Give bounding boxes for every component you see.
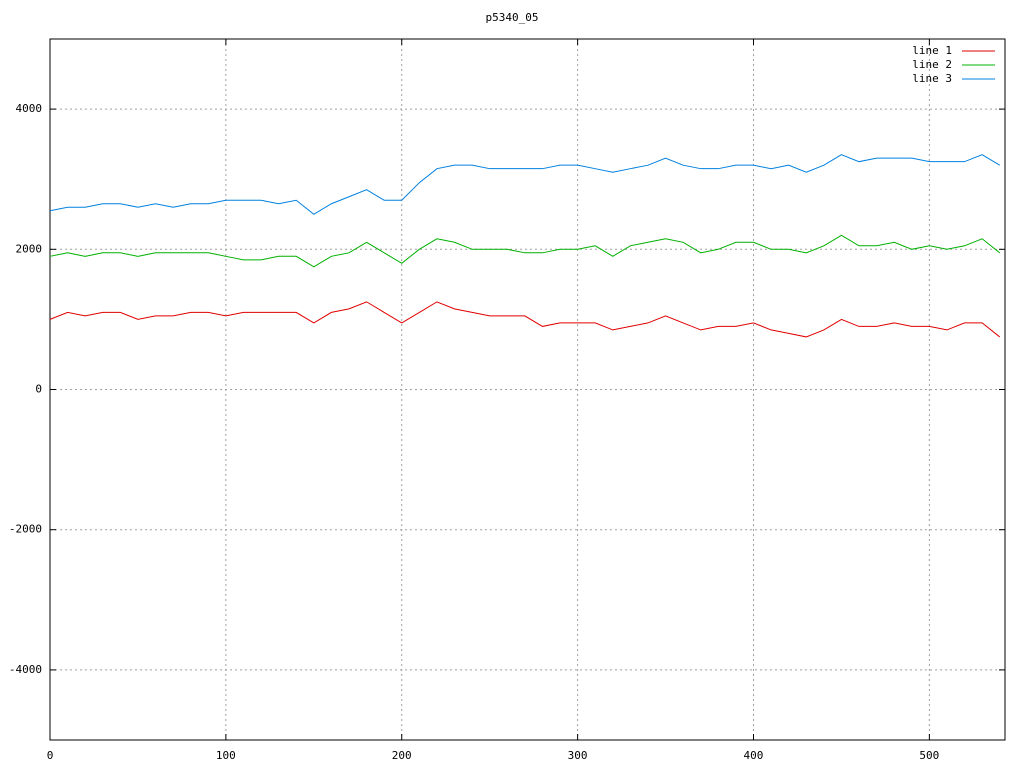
data-line: [49, 154, 1000, 215]
x-tick-label: 200: [392, 749, 412, 762]
y-tick-label: -2000: [9, 523, 42, 536]
y-tick-label: 4000: [16, 102, 43, 115]
legend-label: line 3: [912, 72, 952, 85]
x-tick-label: 100: [216, 749, 236, 762]
y-tick-label: 2000: [16, 242, 43, 255]
plot-border: [49, 38, 1006, 741]
x-tick-label: 300: [568, 749, 588, 762]
y-tick-label: 0: [35, 383, 42, 396]
x-tick-label: 400: [744, 749, 764, 762]
x-tick-label: 500: [919, 749, 939, 762]
chart-title: p5340_05: [486, 11, 539, 24]
data-line: [49, 234, 1001, 268]
x-tick-label: 0: [47, 749, 54, 762]
legend-label: line 1: [912, 44, 952, 57]
legend-label: line 2: [912, 58, 952, 71]
y-tick-label: -4000: [9, 663, 42, 676]
data-line: [49, 301, 1001, 338]
